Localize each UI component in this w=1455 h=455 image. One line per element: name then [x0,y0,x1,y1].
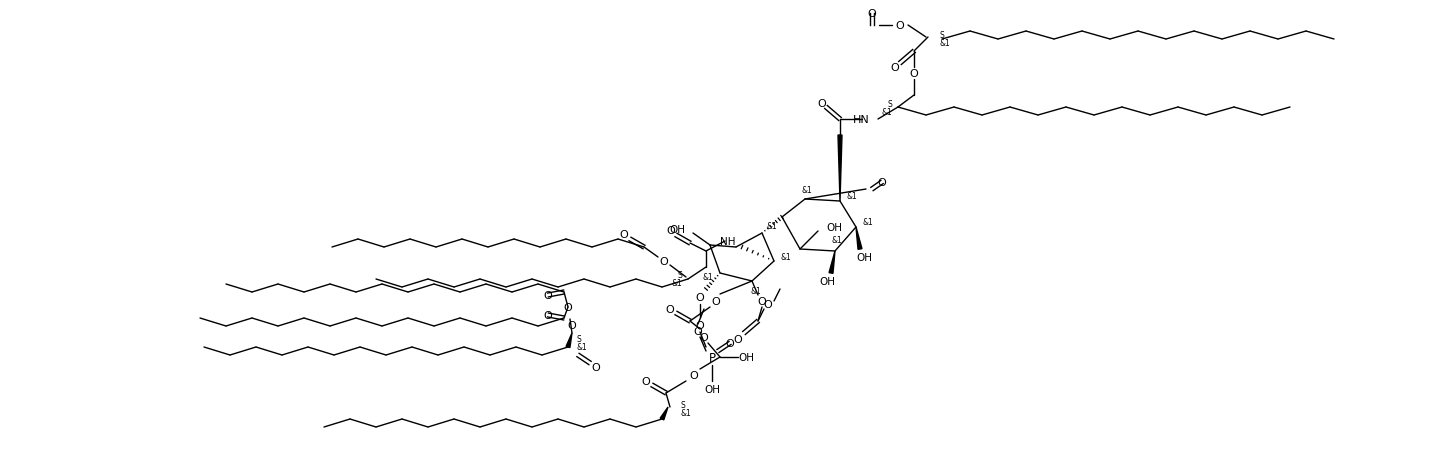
Text: O: O [544,290,553,300]
Text: &1: &1 [781,253,792,262]
Text: &1: &1 [767,221,777,230]
Text: O: O [877,177,886,187]
Text: O: O [818,99,826,109]
Text: O: O [867,9,876,19]
Text: NH: NH [720,237,735,247]
Text: O: O [620,229,629,239]
Text: O: O [890,63,899,73]
Text: O: O [544,310,553,320]
Text: &1: &1 [671,279,682,288]
Text: S: S [679,400,685,410]
Text: O: O [694,326,703,336]
Text: O: O [592,362,601,372]
Text: O: O [695,293,704,302]
Text: S: S [888,99,892,108]
Text: &1: &1 [940,38,950,47]
Text: &1: &1 [703,273,713,282]
Text: O: O [665,304,674,314]
Text: O: O [695,320,704,330]
Text: OH: OH [704,384,720,394]
Polygon shape [856,228,861,250]
Text: &1: &1 [882,107,892,116]
Text: S: S [677,271,682,280]
Polygon shape [661,407,668,420]
Text: O: O [711,296,720,306]
Text: O: O [909,69,918,79]
Text: O: O [563,302,572,312]
Text: O: O [733,334,742,344]
Polygon shape [829,252,835,274]
Text: S: S [940,30,944,40]
Polygon shape [566,333,572,348]
Text: O: O [758,296,767,306]
Text: &1: &1 [832,235,842,244]
Text: OH: OH [669,224,685,234]
Text: P: P [709,351,716,364]
Text: HN: HN [853,115,870,125]
Text: O: O [567,320,576,330]
Text: &1: &1 [751,287,761,296]
Text: O: O [764,299,773,309]
Text: S: S [576,335,581,344]
Text: &1: &1 [863,217,873,226]
Text: OH: OH [826,222,842,233]
Text: O: O [666,226,675,236]
Text: O: O [896,21,905,31]
Text: O: O [642,376,650,386]
Text: O: O [700,332,709,342]
Text: &1: &1 [802,185,812,194]
Text: &1: &1 [847,191,857,200]
Text: &1: &1 [576,343,586,352]
Polygon shape [838,136,842,202]
Text: O: O [726,338,735,348]
Text: &1: &1 [679,409,691,418]
Text: OH: OH [856,253,872,263]
Text: O: O [690,370,698,380]
Text: OH: OH [738,352,754,362]
Text: O: O [659,257,668,267]
Text: OH: OH [819,276,835,286]
